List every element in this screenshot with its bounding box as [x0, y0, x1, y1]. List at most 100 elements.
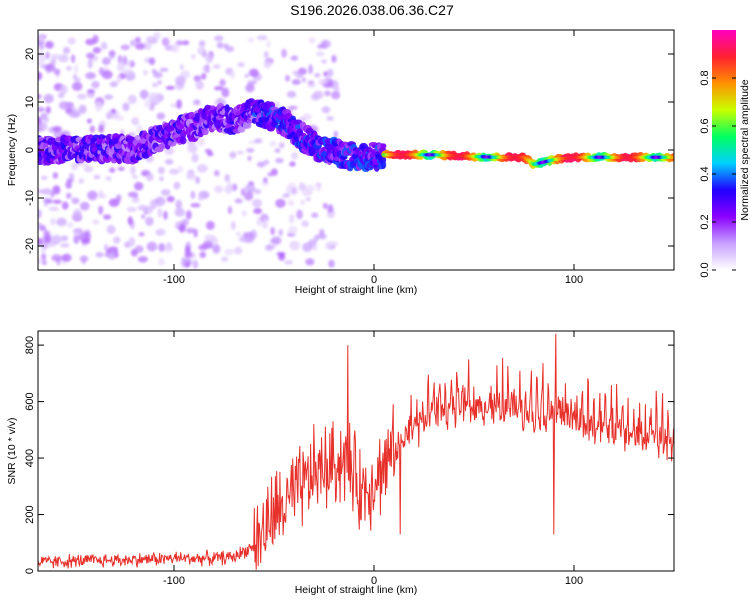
- spectrogram-noise-blob: [145, 216, 154, 226]
- spectrogram-noise-blob: [190, 190, 196, 200]
- spectrogram-noise-blob: [311, 212, 319, 218]
- spectrogram-noise-blob: [230, 70, 235, 80]
- spectrogram-noise-blob: [38, 93, 42, 100]
- snr-x-tick-label: 0: [371, 575, 377, 587]
- spectrogram-noise-blob: [199, 251, 207, 259]
- spectrogram-noise-blob: [71, 162, 78, 171]
- spectrogram-noise-blob: [317, 44, 325, 49]
- spectrogram-noise-blob: [263, 50, 269, 59]
- spectrogram-noise-blob: [98, 205, 104, 215]
- spectrogram-noise-blob: [323, 71, 329, 77]
- spectrogram-noise-blob: [319, 228, 325, 237]
- spectrogram-noise-blob: [235, 231, 242, 237]
- spectrogram-noise-blob: [91, 81, 100, 89]
- spectrogram-noise-blob: [322, 202, 328, 210]
- snr-y-label: SNR (10 * v/v): [6, 417, 18, 484]
- spectrogram-marks: [38, 31, 674, 270]
- spectrogram-noise-blob: [321, 59, 327, 64]
- spectrogram-noise-blob: [313, 234, 320, 242]
- spectrogram-noise-blob: [166, 195, 175, 203]
- spectrogram-noise-blob: [326, 116, 334, 121]
- spectrogram-noise-blob: [66, 222, 74, 228]
- spectrogram-noise-blob: [113, 251, 119, 258]
- spectrogram-noise-blob: [43, 117, 50, 123]
- spectrogram-noise-blob: [44, 63, 56, 72]
- spectrogram-noise-blob: [165, 85, 175, 90]
- snr-x-label: Height of straight line (km): [295, 584, 418, 596]
- spectrogram-noise-blob: [184, 251, 193, 259]
- spectrogram-noise-blob: [41, 253, 47, 261]
- spectrogram-noise-blob: [331, 54, 337, 63]
- spectrogram-noise-blob: [131, 174, 139, 180]
- spectrogram-noise-blob: [289, 240, 300, 251]
- spectrogram-noise-blob: [286, 90, 297, 98]
- spectrogram-x-tick-label: 100: [565, 274, 583, 286]
- spectrogram-noise-blob: [92, 34, 99, 44]
- spectrogram-noise-blob: [322, 83, 333, 89]
- spectrogram-noise-blob: [134, 42, 146, 50]
- spectrogram-noise-blob: [197, 194, 204, 202]
- spectrogram-noise-blob: [227, 206, 233, 215]
- spectrogram-noise-blob: [48, 206, 59, 212]
- spectrogram-noise-blob: [213, 169, 220, 177]
- spectrogram-noise-blob: [202, 240, 213, 249]
- spectrogram-noise-blob: [298, 184, 307, 192]
- spectrogram-noise-blob: [312, 90, 324, 100]
- spectrogram-noise-blob: [141, 214, 146, 219]
- spectrogram-noise-blob: [305, 197, 311, 202]
- spectrogram-noise-blob: [269, 140, 277, 147]
- spectrogram-noise-blob: [122, 68, 134, 75]
- spectrogram-noise-blob: [83, 165, 94, 173]
- spectrogram-noise-blob: [101, 70, 113, 80]
- spectrogram-ridge-cell: [380, 143, 387, 149]
- spectrogram-noise-blob: [85, 72, 96, 80]
- spectrogram-noise-blob: [237, 62, 245, 68]
- spectrogram-noise-blob: [196, 163, 208, 173]
- snr-x-ticks: -100 0 100: [163, 331, 583, 587]
- spectrogram-noise-blob: [61, 201, 69, 210]
- spectrogram-noise-blob: [109, 167, 116, 173]
- spectrogram-noise-blob: [52, 185, 61, 195]
- spectrogram-noise-blob: [190, 203, 201, 208]
- spectrogram-noise-blob: [144, 99, 150, 109]
- snr-frame: [37, 330, 675, 572]
- spectrogram-noise-blob: [111, 108, 116, 114]
- spectrogram-noise-blob: [219, 79, 226, 87]
- spectrogram-noise-blob: [156, 112, 166, 120]
- spectrogram-noise-blob: [130, 39, 136, 47]
- spectrogram-ridge-cell: [293, 119, 303, 125]
- spectrogram-noise-blob: [296, 73, 303, 79]
- spectrogram-noise-blob: [324, 90, 331, 97]
- spectrogram-noise-blob: [104, 243, 109, 252]
- snr-y-ticks: 0 200 400 600 800: [24, 336, 674, 574]
- spectrogram-noise-blob: [331, 90, 341, 100]
- spectrogram-noise-blob: [244, 191, 254, 201]
- spectrogram-noise-blob: [86, 89, 95, 94]
- spectrogram-noise-blob: [148, 57, 156, 66]
- spectrogram-noise-blob: [285, 75, 290, 82]
- spectrogram-noise-blob: [138, 232, 145, 237]
- spectrogram-noise-blob: [252, 198, 263, 208]
- spectrogram-y-tick-label: 20: [24, 48, 36, 60]
- spectrogram-noise-blob: [247, 80, 258, 85]
- spectrogram-noise-blob: [214, 35, 224, 42]
- spectrogram-noise-blob: [192, 259, 199, 270]
- spectrogram-noise-blob: [38, 222, 43, 228]
- spectrogram-noise-blob: [101, 57, 111, 65]
- spectrogram-noise-blob: [197, 137, 206, 147]
- spectrogram-noise-blob: [205, 220, 215, 230]
- snr-y-tick-label: 200: [24, 505, 36, 523]
- spectrogram-noise-blob: [213, 86, 224, 91]
- spectrogram-noise-blob: [244, 183, 256, 193]
- spectrogram-noise-blob: [71, 197, 80, 205]
- spectrogram-noise-blob: [315, 51, 325, 57]
- spectrogram-noise-blob: [43, 93, 54, 104]
- spectrogram-x-tick-label: 0: [371, 274, 377, 286]
- spectrogram-y-label: Frequency (Hz): [6, 114, 18, 186]
- spectrogram-noise-blob: [128, 236, 136, 247]
- spectrogram-noise-blob: [275, 157, 284, 164]
- spectrogram-ridge-cell: [113, 137, 120, 146]
- spectrogram-noise-blob: [164, 244, 173, 253]
- spectrogram-noise-blob: [58, 101, 70, 110]
